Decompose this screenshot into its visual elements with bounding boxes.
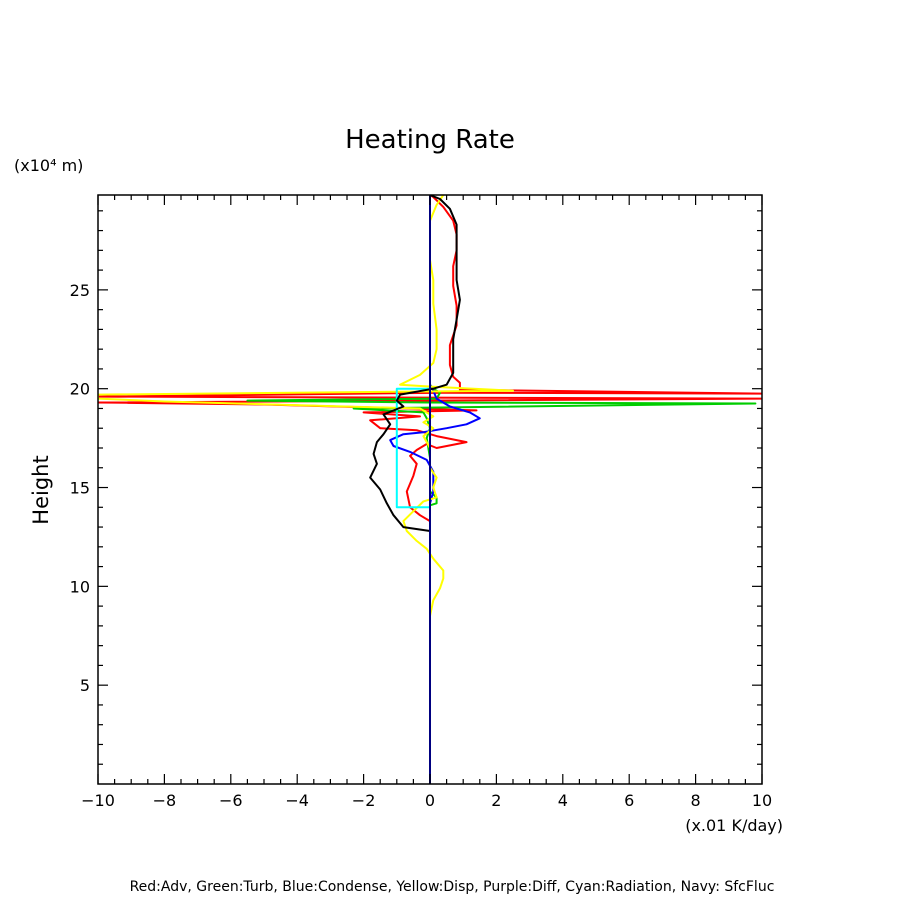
x-tick-label: 6 <box>624 791 634 810</box>
x-tick-label: 0 <box>425 791 435 810</box>
series-layer <box>98 195 762 784</box>
x-tick-label: −8 <box>153 791 177 810</box>
y-tick-label: 15 <box>70 479 90 498</box>
series-line-4 <box>395 387 430 509</box>
axis-layer: −10 −8 −6 −4 −2 0 2 4 6 8 10 5 10 15 20 25 <box>70 195 772 810</box>
x-tick-label: 2 <box>491 791 501 810</box>
series-line-3 <box>98 195 514 617</box>
x-tick-label: −2 <box>352 791 376 810</box>
chart-title: Heating Rate <box>345 125 515 155</box>
x-tick-label: 8 <box>691 791 701 810</box>
plot-frame <box>97 194 763 785</box>
x-tick-label: −6 <box>219 791 243 810</box>
y-tick-label: 10 <box>70 577 90 596</box>
y-units-label: (x10⁴ m) <box>14 156 83 175</box>
x-tick-label: −10 <box>81 791 115 810</box>
series-line-2 <box>389 384 481 504</box>
x-tick-label: 4 <box>558 791 568 810</box>
legend-caption: Red:Adv, Green:Turb, Blue:Condense, Yell… <box>130 879 775 895</box>
series-line-5 <box>369 195 461 532</box>
y-tick-label: 20 <box>70 380 90 399</box>
y-tick-label: 25 <box>70 281 90 300</box>
series-line-1 <box>246 384 757 507</box>
y-axis-label: Height <box>29 455 53 524</box>
y-tick-label: 5 <box>80 676 90 695</box>
x-tick-label: 10 <box>752 791 772 810</box>
x-tick-label: −4 <box>285 791 309 810</box>
series-line-0 <box>98 195 762 531</box>
x-units-label: (x.01 K/day) <box>685 816 783 835</box>
